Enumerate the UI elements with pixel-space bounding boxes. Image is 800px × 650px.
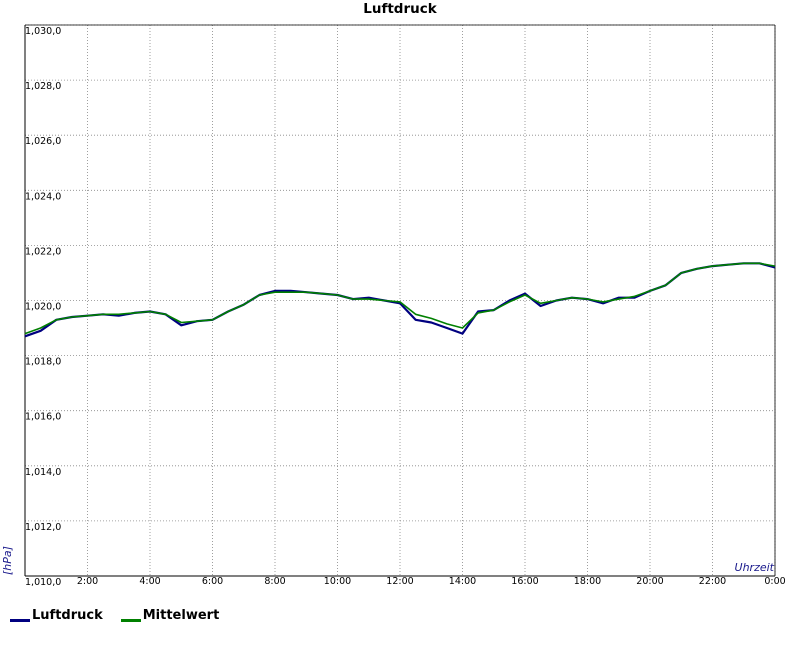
legend-item-mittelwert: Mittelwert xyxy=(120,608,220,623)
x-tick-labels: 2:00 4:00 6:00 8:00 10:00 12:00 14:00 16:00 18:0… xyxy=(77,576,786,587)
x-tick-label: 8:00 xyxy=(264,576,285,587)
x-tick-label: 2:00 xyxy=(77,576,98,587)
x-axis-label: Uhrzeit xyxy=(735,561,775,574)
y-tick-label: 1,024,0 xyxy=(25,191,61,202)
x-tick-label: 18:00 xyxy=(574,576,601,587)
grid-lines xyxy=(25,24,776,576)
y-tick-label: 1,030,0 xyxy=(25,26,61,37)
legend-swatch-luftdruck xyxy=(10,619,30,622)
x-tick-label: 12:00 xyxy=(386,576,413,587)
axes xyxy=(24,24,776,577)
x-tick-label: 16:00 xyxy=(511,576,538,587)
x-tick-label: 4:00 xyxy=(139,576,160,587)
y-tick-label: 1,020,0 xyxy=(25,302,61,313)
x-tick-label: 14:00 xyxy=(449,576,476,587)
x-tick-label: 22:00 xyxy=(699,576,726,587)
chart-title: Luftdruck xyxy=(363,1,437,17)
legend-label-luftdruck: Luftdruck xyxy=(32,608,103,623)
series-lines xyxy=(24,262,776,338)
y-tick-label: 1,028,0 xyxy=(25,81,61,92)
y-tick-label: 1,026,0 xyxy=(25,136,61,147)
y-tick-label: 1,016,0 xyxy=(25,412,61,423)
y-axis-label: [hPa] xyxy=(1,546,14,575)
series-line-mittelwert xyxy=(24,262,776,335)
y-tick-label: 1,014,0 xyxy=(25,467,61,478)
x-tick-label: 0:00 xyxy=(764,576,785,587)
x-tick-label: 10:00 xyxy=(324,576,351,587)
y-tick-label: 1,012,0 xyxy=(25,522,61,533)
y-tick-label: 1,022,0 xyxy=(25,246,61,257)
legend: Luftdruck Mittelwert xyxy=(10,608,219,623)
x-tick-label: 6:00 xyxy=(202,576,223,587)
legend-swatch-mittelwert xyxy=(120,619,141,622)
y-tick-label: 1,010,0 xyxy=(25,577,61,588)
legend-item-luftdruck: Luftdruck xyxy=(10,608,103,623)
legend-label-mittelwert: Mittelwert xyxy=(142,608,220,623)
y-tick-labels: 1,010,0 1,012,0 1,014,0 1,016,0 1,018,0 1,020… xyxy=(25,26,61,588)
y-tick-label: 1,018,0 xyxy=(25,357,61,368)
x-tick-label: 20:00 xyxy=(636,576,663,587)
